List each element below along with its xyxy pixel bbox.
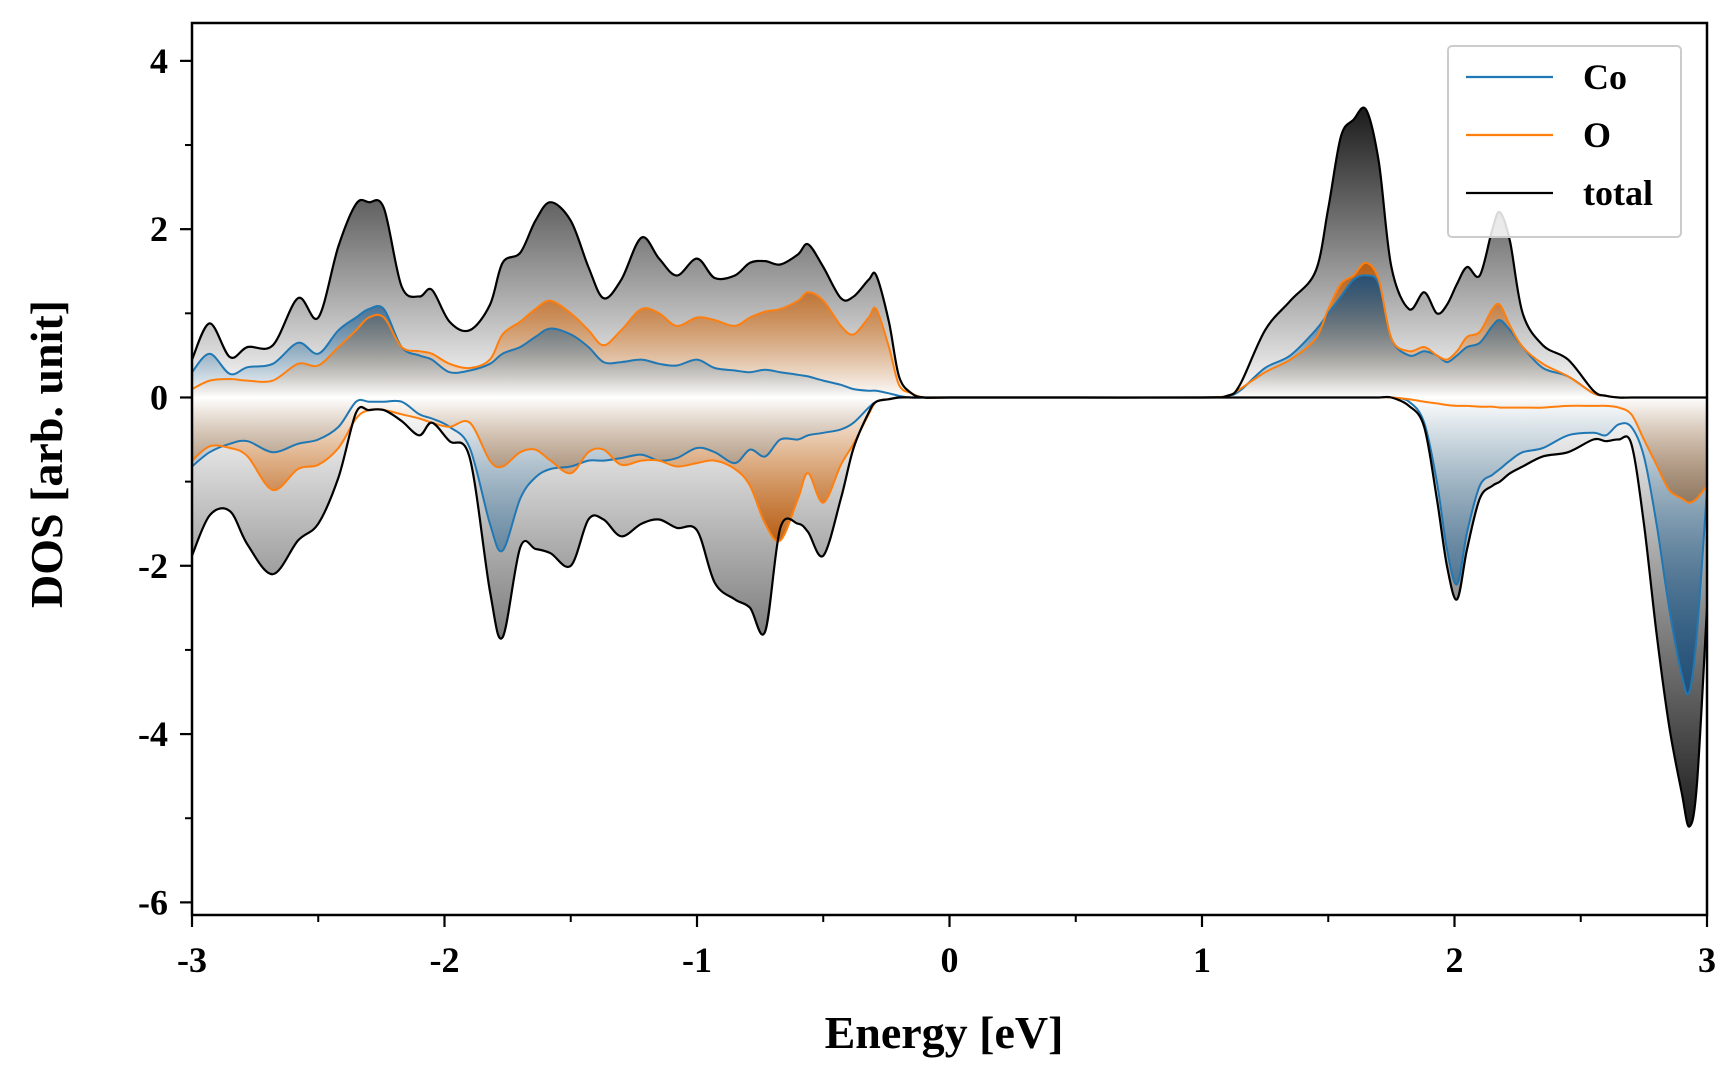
x-axis-label: Energy [eV] [825,1007,1064,1058]
y-tick-label: -4 [138,714,168,754]
series-lines [192,106,1707,828]
x-tick-label: 3 [1698,940,1716,980]
line-total-up [192,106,1707,399]
x-axis-ticks: -3 -2 -1 0 1 2 3 [177,915,1716,980]
y-axis-ticks: -6 -4 -2 0 2 4 [138,41,192,922]
fill-co-up [192,275,1707,398]
legend-box [1447,45,1682,238]
legend-label-co: Co [1583,57,1627,97]
x-tick-label: -2 [430,940,460,980]
y-tick-label: 2 [150,209,168,249]
legend-label-total: total [1583,173,1653,213]
line-o-up [192,261,1707,399]
line-total-down [192,395,1707,828]
y-axis-label: DOS [arb. unit] [21,300,72,608]
legend-label-o: O [1583,115,1611,155]
y-tick-label: -6 [138,882,168,922]
line-co-up [192,274,1707,399]
x-tick-label: -3 [177,940,207,980]
x-tick-label: 0 [941,940,959,980]
x-tick-label: 2 [1446,940,1464,980]
x-tick-label: -1 [682,940,712,980]
area-fills [192,107,1707,827]
fill-total-down [192,396,1707,827]
y-tick-label: 0 [150,377,168,417]
fill-co-down [192,397,1707,695]
y-tick-label: 4 [150,41,168,81]
y-tick-label: -2 [138,546,168,586]
x-tick-label: 1 [1193,940,1211,980]
